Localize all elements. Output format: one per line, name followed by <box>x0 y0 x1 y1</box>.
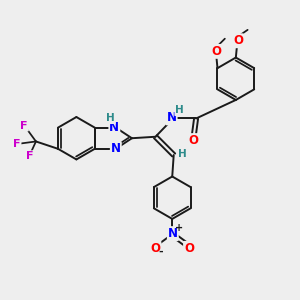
Text: N: N <box>168 227 178 240</box>
Text: N: N <box>109 121 119 134</box>
Text: O: O <box>233 34 243 47</box>
Text: N: N <box>167 111 177 124</box>
Text: H: H <box>175 105 184 115</box>
Text: H: H <box>178 148 186 158</box>
Text: O: O <box>184 242 194 255</box>
Text: F: F <box>13 139 21 149</box>
Text: H: H <box>106 113 115 123</box>
Text: -: - <box>159 247 164 257</box>
Text: N: N <box>111 142 121 155</box>
Text: +: + <box>175 223 183 233</box>
Text: F: F <box>20 121 28 130</box>
Text: O: O <box>211 45 221 58</box>
Text: F: F <box>26 151 33 161</box>
Text: O: O <box>151 242 160 255</box>
Text: O: O <box>188 134 198 147</box>
